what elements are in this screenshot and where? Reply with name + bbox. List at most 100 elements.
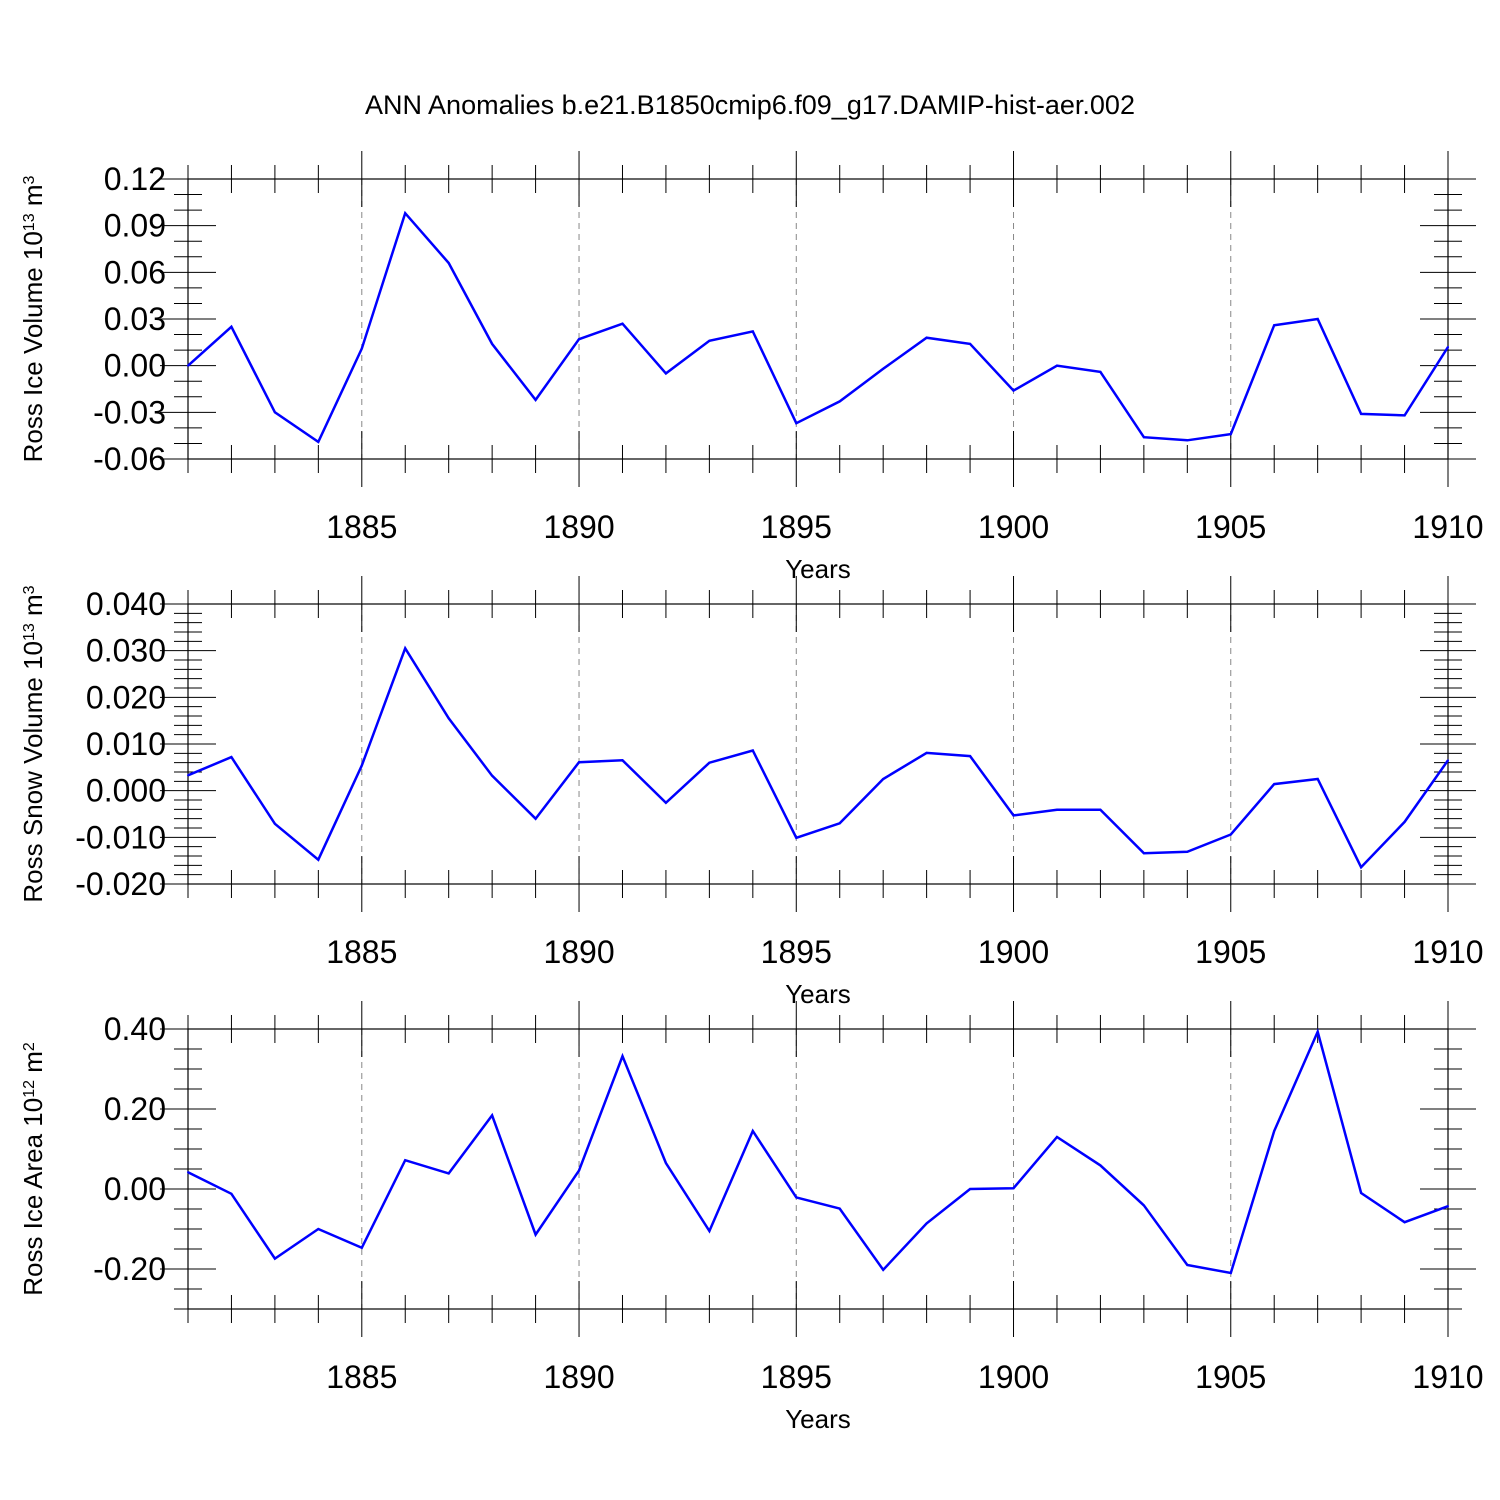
data-point	[534, 817, 537, 820]
data-point	[1055, 1136, 1058, 1138]
data-point	[751, 749, 754, 752]
data-point	[491, 1114, 494, 1117]
chart-panel-2: -0.020 -0.010 0.000 0.010 0.020 0.030 0.040 188…	[18, 576, 1484, 1009]
data-point	[1316, 318, 1319, 320]
data-point	[708, 339, 711, 342]
y-tick-label: -0.20	[93, 1251, 166, 1287]
y-axis-title-superscript: 12	[21, 1080, 38, 1098]
data-point	[578, 761, 581, 764]
data-point	[1229, 1272, 1232, 1274]
data-point	[1186, 439, 1189, 442]
data-point	[534, 398, 537, 401]
data-point	[751, 1130, 754, 1132]
data-point	[317, 1228, 320, 1230]
x-tick-label: 1900	[978, 509, 1049, 545]
data-point	[1447, 346, 1449, 348]
plot-frame	[187, 178, 1449, 460]
data-point	[1186, 850, 1189, 853]
y-axis-title-text: m	[18, 1051, 48, 1080]
data-point	[1099, 1164, 1102, 1167]
data-point	[273, 822, 276, 825]
x-tick-label: 1910	[1412, 509, 1483, 545]
data-point	[1142, 436, 1145, 439]
y-axis-title-superscript: 13	[21, 623, 38, 641]
data-point	[1360, 866, 1363, 869]
data-point	[273, 411, 276, 414]
data-point	[1229, 833, 1232, 836]
y-axis-title: Ross Ice Volume 1013 m3	[18, 175, 48, 462]
data-point	[969, 755, 972, 758]
y-tick-label: -0.06	[93, 441, 166, 477]
data-point	[621, 759, 624, 762]
data-point	[230, 325, 233, 328]
data-point	[925, 751, 928, 754]
data-point	[664, 1162, 667, 1164]
panels: -0.06 -0.03 0.00 0.03 0.06 0.09 0.12 1885 1890 18…	[18, 151, 1484, 1434]
data-point	[360, 1246, 363, 1249]
data-point	[1360, 412, 1363, 415]
chart-panel-3: -0.20 0.00 0.20 0.40 1885 1890 1895 1900 1905 191…	[18, 1001, 1484, 1434]
y-tick-label: 0.03	[104, 301, 166, 337]
data-point	[1403, 414, 1406, 417]
x-axis-title: Years	[785, 1404, 851, 1434]
data-point	[708, 1230, 711, 1232]
data-point	[664, 801, 667, 804]
series-line	[187, 210, 1450, 444]
data-point	[447, 262, 450, 264]
x-tick-label: 1895	[761, 509, 832, 545]
data-point	[1142, 1204, 1145, 1207]
data-point	[404, 647, 407, 650]
y-axis-title-text: Ross Ice Volume 10	[18, 231, 48, 462]
y-tick-label: 0.09	[104, 208, 166, 244]
y-tick-label: 0.040	[86, 586, 166, 622]
data-point	[230, 756, 233, 759]
x-tick-label: 1895	[761, 934, 832, 970]
x-tick-label: 1910	[1412, 1359, 1483, 1395]
data-point	[1403, 820, 1406, 823]
y-tick-label: -0.020	[75, 866, 166, 902]
y-axis-title-text: Ross Ice Area 10	[18, 1098, 48, 1296]
series-line	[187, 645, 1450, 870]
data-point	[187, 1171, 189, 1174]
data-point	[795, 422, 798, 425]
data-point	[969, 342, 972, 345]
y-axis-title-superscript: 13	[21, 213, 38, 231]
x-tick-label: 1910	[1412, 934, 1483, 970]
data-point	[317, 858, 320, 861]
data-point	[404, 1159, 407, 1162]
data-point	[1099, 370, 1102, 373]
data-point	[1055, 364, 1058, 367]
x-axis-title: Years	[785, 979, 851, 1009]
data-point	[1186, 1264, 1189, 1266]
data-point	[882, 778, 885, 780]
data-point	[795, 1196, 798, 1199]
y-tick-label: 0.010	[86, 726, 166, 762]
x-tick-label: 1890	[543, 509, 614, 545]
data-point	[578, 338, 581, 341]
x-tick-label: 1885	[326, 934, 397, 970]
data-point	[621, 1055, 624, 1058]
x-tick-label: 1885	[326, 1359, 397, 1395]
data-point	[925, 336, 928, 339]
data-point	[187, 364, 189, 367]
data-point	[1012, 1187, 1015, 1190]
data-point	[1099, 808, 1102, 811]
x-tick-label: 1890	[543, 934, 614, 970]
y-axis-title-superscript: 3	[21, 175, 38, 184]
x-tick-label: 1890	[543, 1359, 614, 1395]
y-tick-label: 0.20	[104, 1091, 166, 1127]
data-point	[1447, 759, 1449, 762]
y-tick-label: 0.06	[104, 254, 166, 290]
data-point	[1316, 1030, 1319, 1033]
data-point	[1012, 389, 1015, 392]
data-point	[925, 1222, 928, 1225]
data-point	[838, 1207, 841, 1210]
data-point	[1273, 783, 1276, 786]
data-point	[447, 1172, 450, 1175]
data-point	[708, 761, 711, 764]
data-point	[882, 367, 885, 370]
x-tick-label: 1885	[326, 509, 397, 545]
data-point	[795, 836, 798, 839]
x-tick-label: 1900	[978, 934, 1049, 970]
data-point	[578, 1169, 581, 1172]
